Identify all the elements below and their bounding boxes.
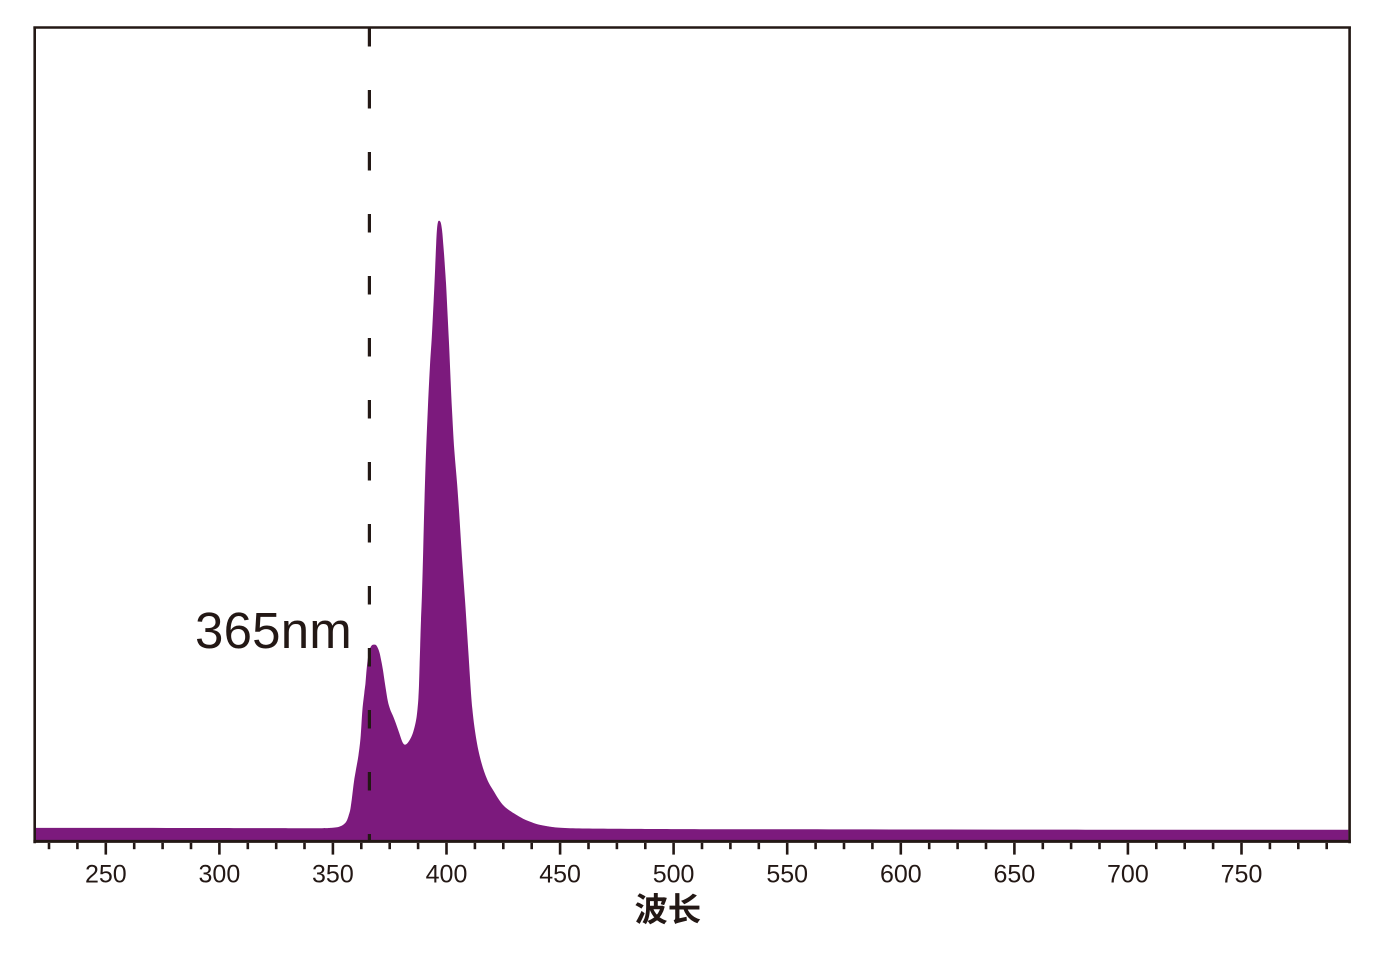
svg-text:450: 450 [539, 861, 581, 889]
svg-text:550: 550 [766, 861, 808, 889]
svg-text:500: 500 [653, 861, 695, 889]
svg-text:365nm: 365nm [195, 602, 352, 659]
svg-text:700: 700 [1107, 861, 1149, 889]
svg-text:600: 600 [880, 861, 922, 889]
svg-text:650: 650 [994, 861, 1036, 889]
svg-text:300: 300 [199, 861, 241, 889]
svg-text:750: 750 [1221, 861, 1263, 889]
svg-text:400: 400 [426, 861, 468, 889]
svg-text:350: 350 [312, 861, 354, 889]
svg-text:250: 250 [85, 861, 127, 889]
